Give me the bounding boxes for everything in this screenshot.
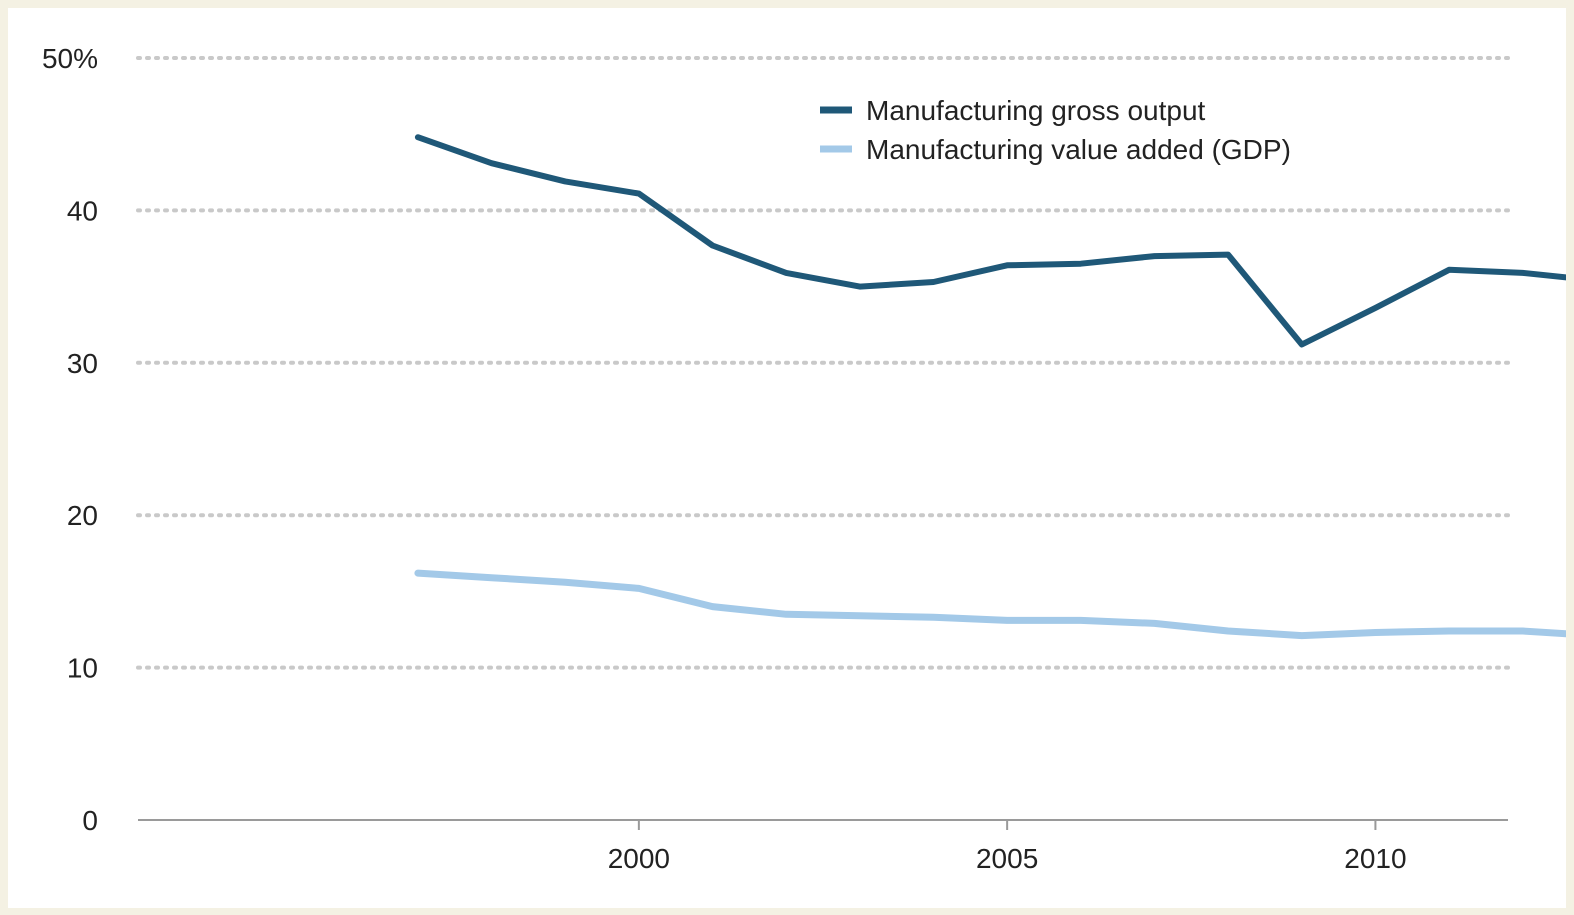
y-tick-label: 40	[67, 195, 98, 226]
x-tick-label: 2005	[976, 843, 1038, 874]
y-tick-label: 50%	[42, 43, 98, 74]
legend: Manufacturing gross output Manufacturing …	[820, 95, 1291, 165]
axes: 0 10 20 30 40 50% 2000 2005 2010	[42, 43, 1508, 874]
series-line-gross-output	[414, 134, 1574, 348]
series-lines	[414, 134, 1574, 640]
legend-label: Manufacturing gross output	[866, 95, 1206, 126]
legend-label: Manufacturing value added (GDP)	[866, 134, 1291, 165]
x-tick-label: 2000	[608, 843, 670, 874]
y-tick-label: 10	[67, 653, 98, 684]
y-tick-label: 20	[67, 500, 98, 531]
y-tick-label: 0	[82, 805, 98, 836]
y-tick-label: 30	[67, 348, 98, 379]
x-tick-label: 2010	[1344, 843, 1406, 874]
series-line-value-added	[414, 569, 1574, 640]
gridlines	[136, 56, 1510, 670]
